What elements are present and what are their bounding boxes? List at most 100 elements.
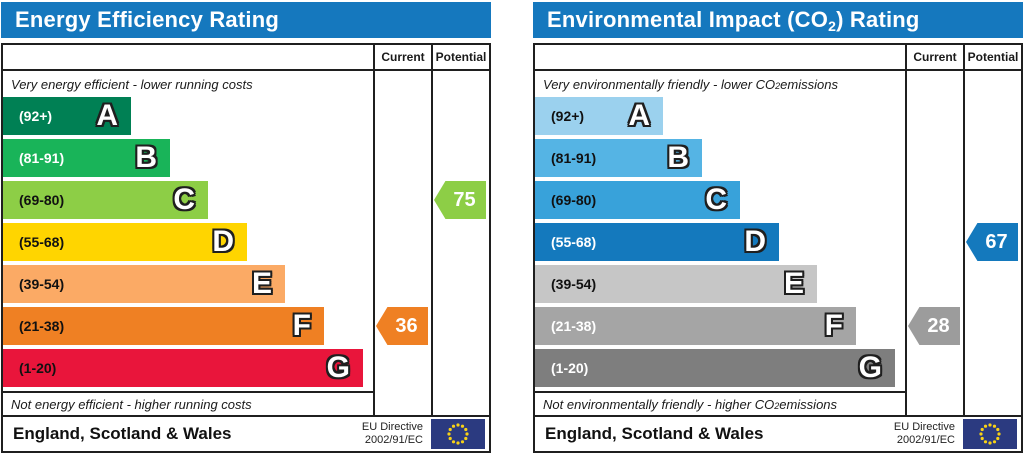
band-e: (39-54) E bbox=[535, 265, 817, 303]
top-note-subscript: 2 bbox=[775, 81, 781, 91]
current-rating-arrow: 36 bbox=[376, 307, 428, 345]
table-footer: England, Scotland & Wales EU Directive 2… bbox=[535, 415, 1021, 451]
band-c-letter: C bbox=[173, 183, 195, 216]
current-column: 36 bbox=[373, 71, 431, 415]
band-a: (92+) A bbox=[3, 97, 131, 135]
panel-title-subscript: 2 bbox=[828, 18, 837, 34]
table-footer: England, Scotland & Wales EU Directive 2… bbox=[3, 415, 489, 451]
current-column-header: Current bbox=[373, 45, 431, 69]
current-rating-value: 36 bbox=[395, 314, 418, 337]
band-c-range: (69-80) bbox=[19, 192, 65, 208]
band-d: (55-68) D bbox=[535, 223, 779, 261]
band-e: (39-54) E bbox=[3, 265, 285, 303]
potential-column: 75 bbox=[431, 71, 489, 415]
potential-column-header: Potential bbox=[431, 45, 489, 69]
eu-directive-line2: 2002/91/EC bbox=[364, 434, 423, 446]
eu-directive-line1: EU Directive bbox=[361, 420, 423, 433]
potential-rating-arrow: 75 bbox=[434, 181, 486, 219]
band-f: (21-38) F bbox=[535, 307, 856, 345]
band-g: (1-20) G bbox=[3, 349, 363, 387]
top-note-suffix: emissions bbox=[780, 76, 838, 92]
band-d: (55-68) D bbox=[3, 223, 247, 261]
potential-column-header: Potential bbox=[963, 45, 1021, 69]
band-g-range: (1-20) bbox=[19, 360, 57, 376]
top-note-text: Very environmentally friendly - lower CO bbox=[543, 76, 776, 92]
potential-column: 67 bbox=[963, 71, 1021, 415]
band-e-range: (39-54) bbox=[551, 276, 597, 292]
bottom-note: Not environmentally friendly - higher CO… bbox=[535, 391, 905, 415]
panel-title-suffix: ) Rating bbox=[836, 7, 920, 32]
bottom-note-text: Not environmentally friendly - higher CO bbox=[543, 396, 775, 412]
band-c: (69-80) C bbox=[3, 181, 208, 219]
column-header-spacer bbox=[3, 45, 373, 69]
eu-directive-label: EU Directive 2002/91/EC bbox=[894, 421, 955, 447]
band-c-letter: C bbox=[705, 183, 727, 216]
band-e-letter: E bbox=[251, 267, 272, 300]
top-note: Very energy efficient - lower running co… bbox=[3, 71, 373, 97]
band-a-letter: A bbox=[96, 99, 118, 132]
current-column-header: Current bbox=[905, 45, 963, 69]
current-rating-arrow: 28 bbox=[908, 307, 960, 345]
rating-bands-area: Very energy efficient - lower running co… bbox=[3, 71, 373, 415]
band-a-letter: A bbox=[628, 99, 650, 132]
eu-directive-line1: EU Directive bbox=[893, 420, 955, 433]
band-b-range: (81-91) bbox=[551, 150, 597, 166]
band-c-range: (69-80) bbox=[551, 192, 597, 208]
band-d-range: (55-68) bbox=[551, 234, 597, 250]
band-g: (1-20) G bbox=[535, 349, 895, 387]
potential-rating-value: 67 bbox=[985, 230, 1008, 253]
bottom-note: Not energy efficient - higher running co… bbox=[3, 391, 373, 415]
energy-efficiency-title: Energy Efficiency Rating bbox=[1, 2, 491, 38]
band-e-letter: E bbox=[783, 267, 804, 300]
co2-rating-table: Current Potential Very environmentally f… bbox=[533, 43, 1023, 453]
eu-directive-label: EU Directive 2002/91/EC bbox=[362, 421, 423, 447]
current-rating-value: 28 bbox=[927, 314, 950, 337]
potential-rating-value: 75 bbox=[453, 188, 476, 211]
band-g-letter: G bbox=[858, 351, 882, 384]
band-f-letter: F bbox=[292, 309, 311, 342]
band-d-letter: D bbox=[744, 225, 766, 258]
energy-rating-table: Current Potential Very energy efficient … bbox=[1, 43, 491, 453]
rating-chart-body: Very environmentally friendly - lower CO… bbox=[535, 71, 1021, 415]
band-b: (81-91) B bbox=[535, 139, 702, 177]
band-b: (81-91) B bbox=[3, 139, 170, 177]
bottom-note-subscript: 2 bbox=[774, 401, 780, 411]
band-g-letter: G bbox=[326, 351, 350, 384]
band-f-range: (21-38) bbox=[551, 318, 597, 334]
top-note: Very environmentally friendly - lower CO… bbox=[535, 71, 905, 97]
band-b-range: (81-91) bbox=[19, 150, 65, 166]
band-f-letter: F bbox=[824, 309, 843, 342]
band-b-letter: B bbox=[667, 141, 689, 174]
column-header-row: Current Potential bbox=[535, 45, 1021, 71]
eu-flag-icon bbox=[963, 419, 1017, 449]
column-header-row: Current Potential bbox=[3, 45, 489, 71]
region-label: England, Scotland & Wales bbox=[545, 424, 764, 443]
band-f: (21-38) F bbox=[3, 307, 324, 345]
potential-rating-arrow: 67 bbox=[966, 223, 1018, 261]
bottom-note-text: Not energy efficient - higher running co… bbox=[11, 396, 252, 412]
energy-efficiency-panel: Energy Efficiency Rating Current Potenti… bbox=[1, 0, 491, 453]
band-f-range: (21-38) bbox=[19, 318, 65, 334]
bottom-note-suffix: emissions bbox=[779, 396, 838, 412]
band-g-range: (1-20) bbox=[551, 360, 589, 376]
eu-flag-icon bbox=[431, 419, 485, 449]
band-b-letter: B bbox=[135, 141, 157, 174]
band-a-range: (92+) bbox=[19, 108, 53, 124]
rating-bands-area: Very environmentally friendly - lower CO… bbox=[535, 71, 905, 415]
rating-chart-body: Very energy efficient - lower running co… bbox=[3, 71, 489, 415]
band-d-letter: D bbox=[212, 225, 234, 258]
eu-directive-line2: 2002/91/EC bbox=[896, 434, 955, 446]
band-a: (92+) A bbox=[535, 97, 663, 135]
band-e-range: (39-54) bbox=[19, 276, 65, 292]
band-c: (69-80) C bbox=[535, 181, 740, 219]
band-a-range: (92+) bbox=[551, 108, 585, 124]
environmental-impact-panel: Environmental Impact (CO 2) Rating Curren… bbox=[533, 0, 1023, 453]
panel-title-text: Energy Efficiency Rating bbox=[15, 7, 279, 32]
environmental-impact-title: Environmental Impact (CO 2) Rating bbox=[533, 2, 1023, 38]
current-column: 28 bbox=[905, 71, 963, 415]
top-note-text: Very energy efficient - lower running co… bbox=[11, 76, 253, 92]
band-d-range: (55-68) bbox=[19, 234, 65, 250]
region-label: England, Scotland & Wales bbox=[13, 424, 232, 443]
panel-title-text: Environmental Impact (CO bbox=[547, 7, 829, 32]
column-header-spacer bbox=[535, 45, 905, 69]
